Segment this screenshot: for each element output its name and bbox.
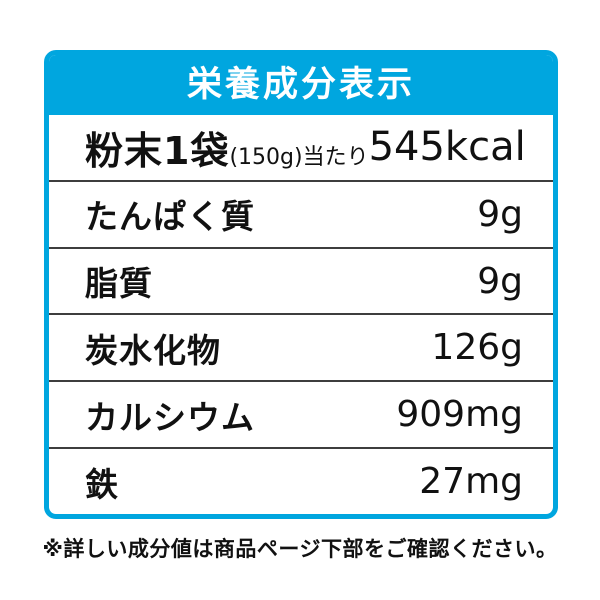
table-row-protein: たんぱく質 9g [49, 179, 553, 247]
serving-label: 粉末1袋 (150g)当たり [85, 120, 369, 175]
row-label: 炭水化物 [85, 330, 221, 370]
serving-row: 粉末1袋 (150g)当たり 545kcal [49, 115, 553, 180]
nutrition-facts-header: 栄養成分表示 [49, 55, 553, 115]
nutrition-facts-card: 栄養成分表示 粉末1袋 (150g)当たり 545kcal たんぱく質 9g 脂… [44, 50, 558, 519]
row-label: 鉄 [85, 464, 119, 504]
serving-weight-text: (150g)当たり [229, 144, 369, 170]
row-value: 126g [431, 327, 523, 369]
row-value: 9g [477, 260, 523, 302]
row-value: 909mg [396, 394, 523, 436]
nutrition-facts-table: 粉末1袋 (150g)当たり 545kcal たんぱく質 9g 脂質 9g 炭水… [49, 115, 553, 514]
table-row-fat: 脂質 9g [49, 246, 553, 314]
table-row-iron: 鉄 27mg [49, 447, 553, 514]
row-value: 27mg [419, 461, 523, 503]
calories-value: 545kcal [368, 124, 526, 171]
row-label: カルシウム [85, 397, 255, 437]
table-row-carbohydrate: 炭水化物 126g [49, 313, 553, 380]
serving-size-text: 粉末1袋 [85, 128, 230, 173]
table-row-calcium: カルシウム 909mg [49, 380, 553, 447]
row-label: 脂質 [85, 264, 153, 304]
row-value: 9g [477, 193, 523, 235]
nutrition-facts-title: 栄養成分表示 [186, 64, 415, 105]
row-label: たんぱく質 [85, 197, 255, 237]
footer-disclaimer: ※詳しい成分値は商品ページ下部をご確認ください。 [42, 537, 558, 561]
